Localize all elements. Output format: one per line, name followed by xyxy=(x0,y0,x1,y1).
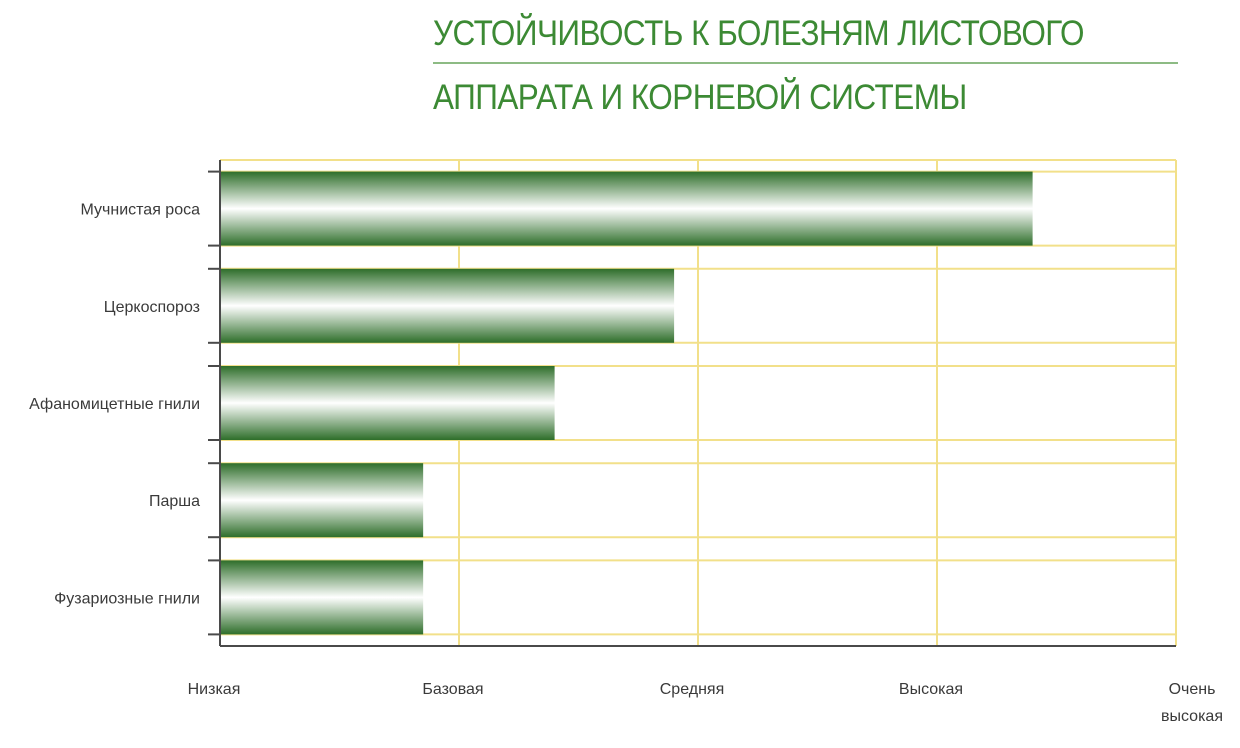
bar-2 xyxy=(220,268,675,343)
bar-4 xyxy=(220,463,424,538)
x-tick-label: Низкая xyxy=(188,681,241,698)
category-label: Церкоспороз xyxy=(104,299,200,316)
bar-3 xyxy=(220,366,555,440)
title-divider xyxy=(433,62,1178,64)
chart-title-line-2: АППАРАТА И КОРНЕВОЙ СИСТЕМЫ xyxy=(433,78,967,117)
category-label: Парша xyxy=(149,493,200,510)
category-label: Афаномицетные гнили xyxy=(29,396,200,413)
category-label: Мучнистая роса xyxy=(81,202,201,219)
chart-title-line-1: УСТОЙЧИВОСТЬ К БОЛЕЗНЯМ ЛИСТОВОГО xyxy=(433,14,1085,53)
x-tick-label: Базовая xyxy=(422,681,483,698)
x-tick-label: Высокая xyxy=(899,681,963,698)
category-label: Фузариозные гнили xyxy=(54,590,200,607)
chart-title: УСТОЙЧИВОСТЬ К БОЛЕЗНЯМ ЛИСТОВОГО АППАРА… xyxy=(433,8,1178,124)
bars xyxy=(220,171,1033,635)
bar-1 xyxy=(220,171,1033,246)
category-labels: Мучнистая роса Церкоспороз Афаномицетные г… xyxy=(29,202,200,608)
x-tick-label: Очень высокая xyxy=(1161,681,1223,725)
bar-5 xyxy=(220,560,424,635)
x-tick-label: Средняя xyxy=(660,681,725,698)
axes xyxy=(208,160,1176,647)
x-tick-labels: Низкая Базовая Средняя Высокая Очень высокая xyxy=(188,681,1223,725)
